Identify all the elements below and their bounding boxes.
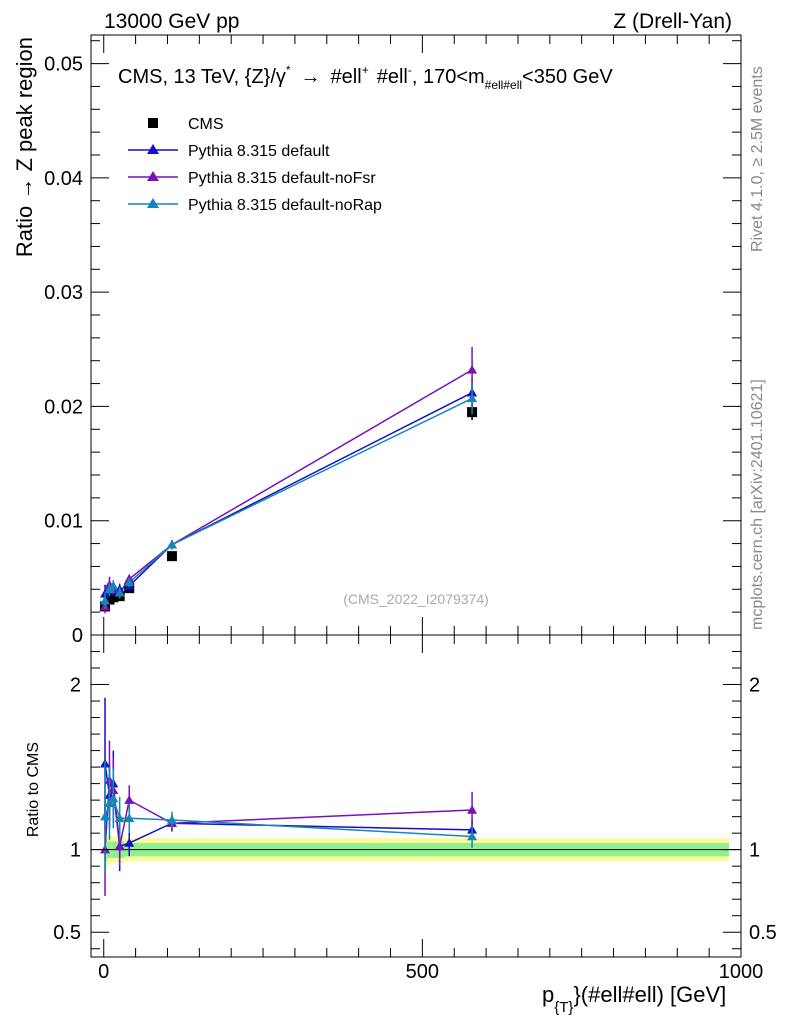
main-point-noRap	[124, 577, 135, 587]
title-sub: #ell#ell	[485, 78, 522, 92]
ratio-ytick-label: 1	[70, 840, 81, 862]
ratio-point-noRap	[467, 831, 478, 841]
xtick-label: 0	[98, 961, 109, 983]
ylabel-ratio: Ratio to CMS	[25, 742, 42, 837]
ratio-point-noFsr	[114, 841, 125, 851]
title-range-b: <350 GeV	[522, 66, 613, 88]
main-ytick-label: 0.03	[44, 282, 83, 304]
title-base: CMS, 13 TeV, {Z}/γ	[118, 66, 286, 88]
main-point-noRap	[166, 539, 177, 549]
ratio-ytick-label: 2	[70, 675, 81, 697]
mcplots-label: mcplots.cern.ch [arXiv:2401.10621]	[749, 379, 766, 630]
main-line-default	[104, 392, 473, 595]
ratio-point-noRap	[100, 811, 111, 821]
legend: CMS Pythia 8.315 default Pythia 8.315 de…	[128, 116, 382, 214]
legend-label-noFsr: Pythia 8.315 default-noFsr	[188, 170, 376, 187]
main-ytick-label: 0.05	[44, 54, 83, 76]
ratio-point-noRap	[108, 793, 119, 803]
rivet-label: Rivet 4.1.0, ≥ 2.5M events	[749, 66, 766, 252]
main-point-noRap	[467, 393, 478, 403]
main-panel-data	[100, 347, 478, 614]
legend-marker-noRap	[147, 198, 159, 208]
main-ytick-label: 0.04	[44, 168, 83, 190]
legend-marker-cms	[148, 118, 158, 128]
title-arrow: →	[301, 66, 321, 88]
title-plus: +	[362, 63, 369, 77]
ratio-point-noRap	[114, 813, 125, 823]
main-ytick-label: 0.02	[44, 396, 83, 418]
ratio-point-noRap	[104, 798, 115, 808]
main-point-cms	[166, 551, 177, 562]
xlabel-post: }(#ell#ell) [GeV]	[573, 982, 726, 1007]
ratio-point-noFsr	[124, 795, 135, 804]
ratio-ytick-label-right: 2	[749, 675, 760, 697]
main-ytick-label: 0	[72, 625, 83, 647]
xlabel-pre: p	[542, 982, 554, 1007]
ratio-ytick-label: 0.5	[53, 922, 81, 944]
ratio-point-noFsr	[467, 805, 478, 814]
ratio-point-noRap	[124, 813, 135, 823]
ratio-point-noRap	[166, 814, 177, 824]
xtick-label: 500	[406, 961, 439, 983]
legend-marker-default	[147, 144, 159, 154]
header-right: Z (Drell-Yan)	[613, 10, 732, 33]
main-ytick-label: 0.01	[44, 511, 83, 533]
title-minus: -	[408, 63, 412, 77]
xtick-label: 1000	[719, 961, 764, 983]
title-range-a: , 170<m	[412, 66, 485, 88]
xlabel-sub: {T}	[554, 999, 573, 1016]
main-point-noRap	[108, 580, 119, 590]
reference-label: (CMS_2022_I2079374)	[343, 591, 489, 607]
ratio-ytick-label-right: 1	[749, 840, 760, 862]
ratio-panel-data	[91, 697, 741, 896]
title-ell2: #ell	[377, 66, 408, 88]
main-point-noRap	[100, 595, 111, 605]
legend-marker-noFsr	[147, 171, 159, 181]
main-point-cms	[108, 592, 119, 603]
main-line-noRap	[104, 397, 473, 601]
header-left: 13000 GeV pp	[104, 10, 239, 33]
legend-label-default: Pythia 8.315 default	[188, 143, 330, 160]
xlabel: p{T}}(#ell#ell) [GeV]	[542, 982, 726, 1016]
main-point-noRap	[114, 587, 125, 597]
title-star: *	[286, 63, 291, 77]
ratio-point-default	[124, 838, 135, 847]
main-point-noFsr	[467, 364, 478, 374]
legend-label-noRap: Pythia 8.315 default-noRap	[188, 197, 382, 214]
legend-label-cms: CMS	[188, 116, 224, 133]
axes: 0 0.01 0.02 0.03 0.04 0.05 0.5 0.5 1 1 2 2 0 500 1000	[44, 34, 777, 983]
ratio-frame	[90, 634, 742, 958]
title-ell1: #ell	[331, 66, 362, 88]
ylabel-main: Ratio → Z peak region	[12, 37, 37, 257]
ratio-ytick-label-right: 0.5	[749, 922, 777, 944]
plot-title: CMS, 13 TeV, {Z}/γ* → #ell+ #ell-, 170<m#el…	[118, 63, 613, 92]
